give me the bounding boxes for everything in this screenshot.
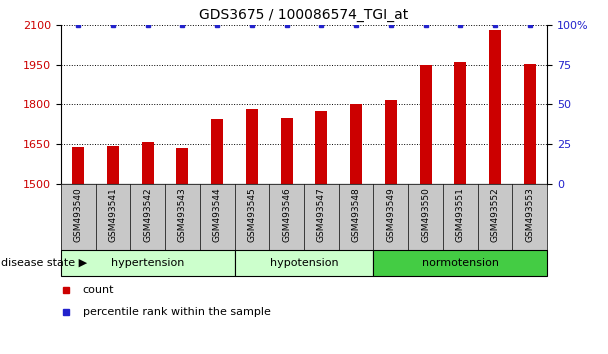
Text: GSM493552: GSM493552 [491, 187, 500, 242]
Text: GSM493553: GSM493553 [525, 187, 534, 242]
Bar [489, 29, 501, 184]
Text: GSM493547: GSM493547 [317, 187, 326, 242]
Bar [142, 142, 154, 184]
Bar [373, 250, 547, 276]
Bar [316, 111, 328, 184]
Bar [523, 64, 536, 184]
Bar [61, 250, 235, 276]
Text: percentile rank within the sample: percentile rank within the sample [83, 307, 271, 316]
Text: GSM493550: GSM493550 [421, 187, 430, 242]
Bar [246, 109, 258, 184]
Text: count: count [83, 285, 114, 295]
Bar [211, 119, 223, 184]
Bar [176, 148, 188, 184]
Bar [385, 101, 397, 184]
Text: normotension: normotension [422, 258, 499, 268]
Text: GSM493549: GSM493549 [386, 187, 395, 242]
Title: GDS3675 / 100086574_TGI_at: GDS3675 / 100086574_TGI_at [199, 8, 409, 22]
Bar [235, 250, 373, 276]
Text: GSM493543: GSM493543 [178, 187, 187, 242]
Text: disease state ▶: disease state ▶ [1, 258, 87, 268]
Text: GSM493541: GSM493541 [108, 187, 117, 242]
Text: GSM493546: GSM493546 [282, 187, 291, 242]
Text: GSM493544: GSM493544 [213, 187, 222, 242]
Text: hypertension: hypertension [111, 258, 184, 268]
Text: GSM493542: GSM493542 [143, 187, 152, 242]
Bar [107, 146, 119, 184]
Text: GSM493548: GSM493548 [351, 187, 361, 242]
Text: GSM493545: GSM493545 [247, 187, 257, 242]
Bar [350, 104, 362, 184]
Text: GSM493540: GSM493540 [74, 187, 83, 242]
Bar [72, 147, 85, 184]
Bar [420, 65, 432, 184]
Bar [454, 62, 466, 184]
Bar [280, 118, 292, 184]
Text: hypotension: hypotension [270, 258, 338, 268]
Text: GSM493551: GSM493551 [456, 187, 465, 242]
